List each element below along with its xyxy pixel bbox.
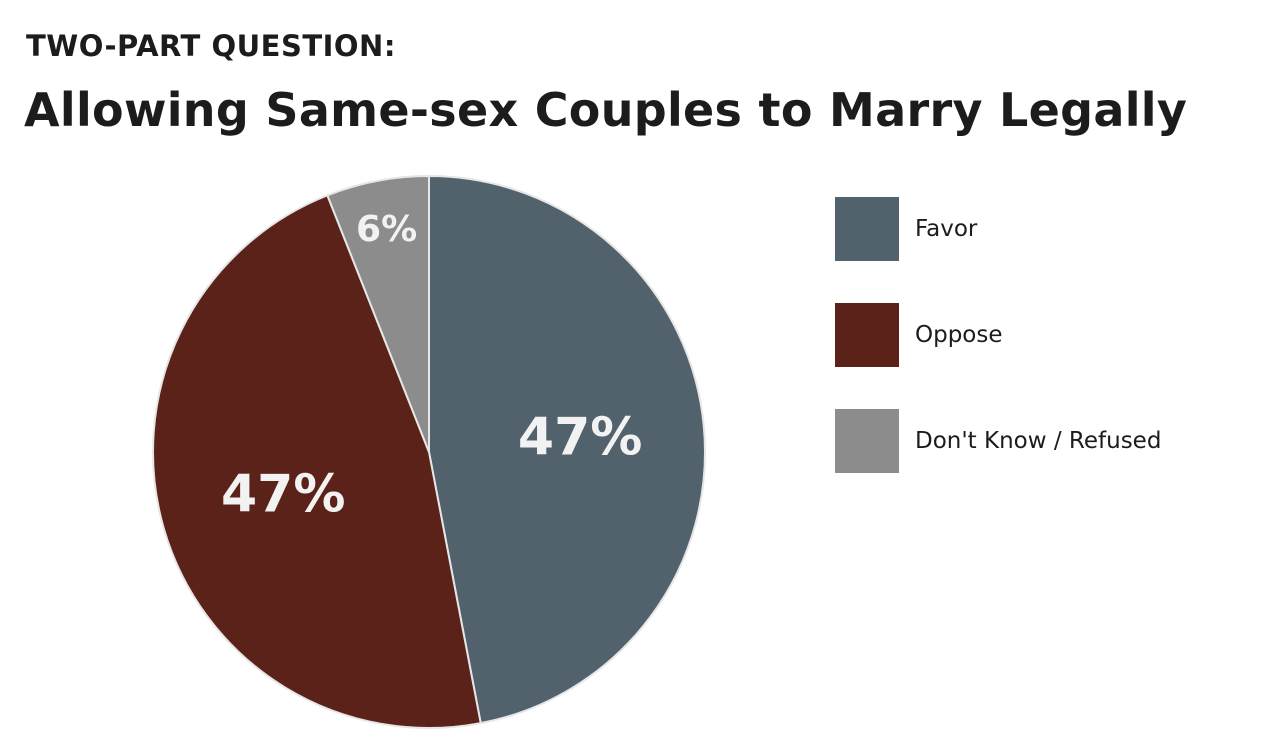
legend-item-dont-know: Don't Know / Refused [835,409,1161,473]
legend-label-dont-know: Don't Know / Refused [915,428,1162,454]
legend-label-oppose: Oppose [915,322,1003,348]
pie-slice-labels: 47% 47% 6% [221,209,642,524]
pie-slices [152,174,706,729]
legend-label-favor: Favor [915,216,978,242]
pie-slice-oppose [152,194,482,729]
legend-swatch-favor [835,197,899,261]
legend-swatch-oppose [835,303,899,367]
pie-slice-label-dont-know: 6% [356,209,417,250]
chart-title: Allowing Same-sex Couples to Marry Legal… [24,83,1188,137]
pie-slice-dont-know [326,174,430,453]
legend-swatch-dont-know [835,409,899,473]
pie-slice-label-favor: 47% [518,408,642,468]
legend-item-favor: Favor [835,197,1161,261]
legend-item-oppose: Oppose [835,303,1161,367]
legend: Favor Oppose Don't Know / Refused [835,197,1161,515]
pie-slice-favor [428,174,706,725]
pie-slice-label-oppose: 47% [221,464,345,524]
chart-kicker: TWO-PART QUESTION: [26,29,396,63]
